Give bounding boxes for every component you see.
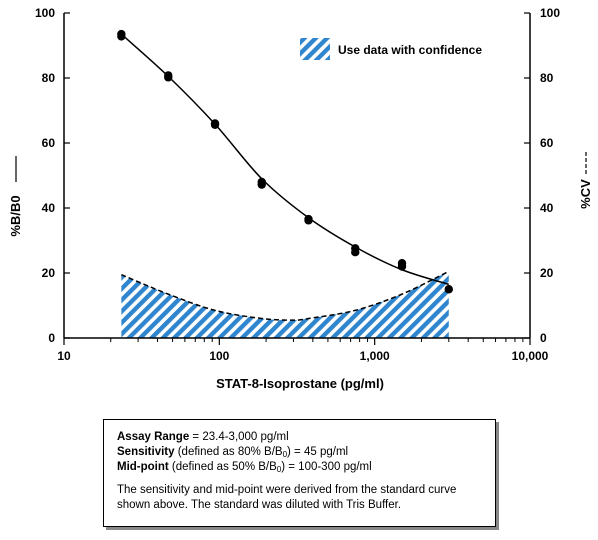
note-line-1: The sensitivity and mid-point were deriv… <box>117 484 457 496</box>
assay-range-line: Assay Range = 23.4-3,000 pg/ml <box>117 431 289 443</box>
data-point <box>257 180 266 189</box>
svg-text:%CV: %CV <box>578 179 593 209</box>
x-axis-title: STAT-8-Isoprostane (pg/ml) <box>216 376 384 391</box>
y-tick-label-right: 100 <box>540 6 560 20</box>
data-point <box>304 216 313 225</box>
y-tick-label-left: 0 <box>48 331 55 345</box>
y-tick-label-left: 80 <box>42 71 56 85</box>
data-point <box>351 248 360 257</box>
legend-swatch <box>300 38 330 60</box>
cv-area <box>121 271 449 338</box>
x-tick-label: 10,000 <box>512 349 549 363</box>
y-tick-label-right: 60 <box>540 136 554 150</box>
x-tick-label: 10 <box>57 349 71 363</box>
data-point <box>164 73 173 82</box>
fit-curve <box>120 33 450 286</box>
y-tick-label-right: 80 <box>540 71 554 85</box>
legend-label: Use data with confidence <box>338 43 482 57</box>
y-tick-label-left: 100 <box>35 6 55 20</box>
svg-text:%B/B0: %B/B0 <box>8 195 23 236</box>
x-tick-label: 1,000 <box>360 349 390 363</box>
chart-svg: 0 20 40 60 80 100 0 20 40 60 80 100 10 100 1,000 10,000… <box>8 6 593 391</box>
y-tick-label-left: 40 <box>42 201 56 215</box>
cv-dashed-line <box>121 270 450 321</box>
y-axis-left-title: %B/B0 <box>8 156 23 237</box>
y-tick-label-left: 60 <box>42 136 56 150</box>
data-point <box>444 285 453 294</box>
data-point <box>210 120 220 129</box>
y-tick-label-left: 20 <box>42 266 56 280</box>
x-tick-label: 100 <box>209 349 229 363</box>
data-point <box>117 32 126 41</box>
note-line-2: shown above. The standard was diluted wi… <box>117 499 402 511</box>
assay-info-box: Assay Range = 23.4-3,000 pg/ml Sensitivi… <box>103 419 496 527</box>
midpoint-line: Mid-point (defined as 50% B/B0) = 100-30… <box>117 461 372 474</box>
y-tick-label-right: 20 <box>540 266 554 280</box>
y-axis-right-title: %CV <box>578 150 593 209</box>
data-point <box>397 262 407 271</box>
y-tick-label-right: 0 <box>540 331 547 345</box>
sensitivity-line: Sensitivity (defined as 80% B/B0) = 45 p… <box>117 446 349 459</box>
y-tick-label-right: 40 <box>540 201 554 215</box>
